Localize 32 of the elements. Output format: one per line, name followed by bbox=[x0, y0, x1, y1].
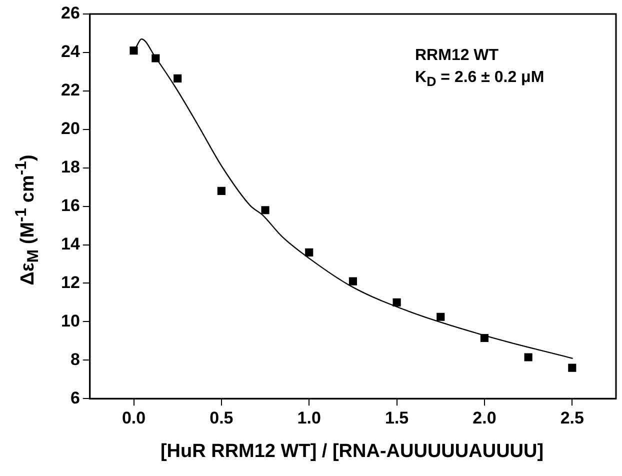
y-tick-label: 6 bbox=[70, 388, 80, 408]
point bbox=[261, 206, 270, 214]
y-tick-label: 26 bbox=[60, 4, 80, 23]
y-tick-label: 24 bbox=[60, 42, 80, 62]
point bbox=[436, 312, 445, 321]
y-tick-label: 20 bbox=[60, 119, 80, 138]
y-tick-label: 18 bbox=[60, 158, 80, 177]
x-tick-label: 0.5 bbox=[210, 408, 234, 428]
y-tick-label: 10 bbox=[60, 311, 80, 330]
y-tick-label: 16 bbox=[60, 196, 80, 215]
point bbox=[480, 334, 489, 342]
x-tick-label: 2.0 bbox=[472, 408, 496, 428]
x-tick-label: 1.5 bbox=[384, 408, 409, 428]
point bbox=[217, 186, 226, 195]
y-tick-label: 12 bbox=[60, 272, 80, 292]
point bbox=[174, 74, 182, 82]
x-tick-label: 0.0 bbox=[122, 408, 146, 428]
y-tick-label: 8 bbox=[70, 350, 80, 369]
x-tick-label: 1.0 bbox=[297, 408, 321, 428]
y-tick-label: 22 bbox=[60, 80, 80, 100]
y-tick-label: 14 bbox=[60, 234, 80, 254]
point bbox=[392, 298, 401, 306]
x-axis-title: [HuR RRM12 WT] / [RNA-AUUUUUAUUUU] bbox=[160, 441, 544, 463]
point bbox=[348, 277, 357, 286]
x-tick-label: 2.5 bbox=[560, 408, 584, 428]
annotation: RRM12 WT bbox=[415, 46, 500, 66]
point bbox=[152, 54, 160, 62]
annotation: K$_{D}$ = 2.6 ± 0.2 μM bbox=[415, 68, 544, 92]
point bbox=[305, 248, 314, 256]
point bbox=[524, 353, 532, 362]
point bbox=[130, 46, 138, 55]
point bbox=[568, 364, 576, 372]
